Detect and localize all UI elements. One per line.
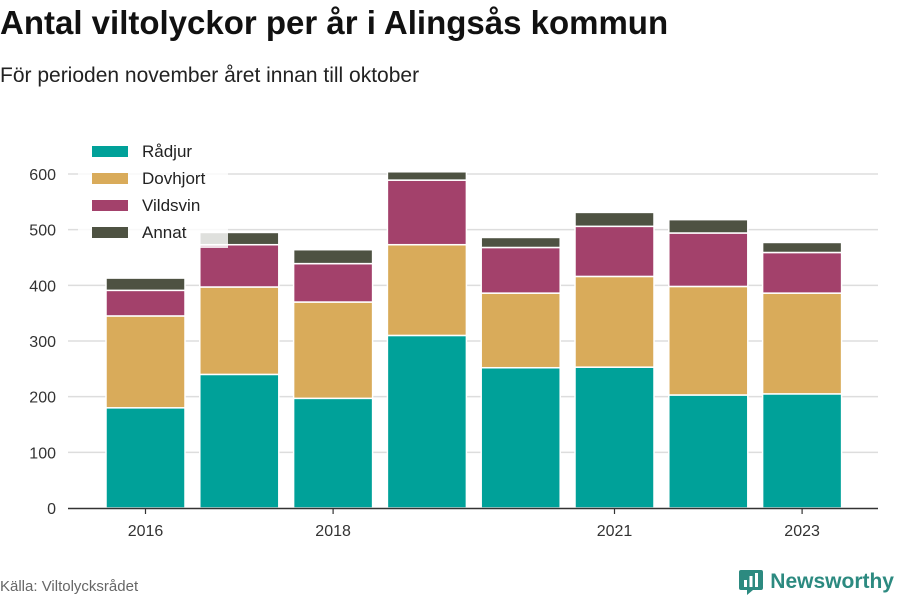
y-tick-label: 200 (29, 390, 56, 407)
source-note: Källa: Viltolycksrådet (0, 578, 139, 595)
x-tick-label: 2016 (128, 523, 164, 540)
bar-segment-rådjur-2019[interactable] (386, 334, 468, 509)
legend-swatch-annat (92, 227, 128, 238)
newsworthy-logo[interactable]: Newsworthy (738, 568, 894, 596)
bar-segment-dovhjort-2022[interactable] (668, 285, 749, 396)
bar-segment-vildsvin-2016[interactable] (105, 289, 186, 317)
bar-segment-annat-2022[interactable] (668, 218, 749, 234)
bar-segment-dovhjort-2019[interactable] (386, 243, 468, 337)
bar-segment-vildsvin-2020[interactable] (480, 246, 561, 294)
bar-segment-annat-2016[interactable] (105, 277, 186, 292)
legend-swatch-dovhjort (92, 173, 128, 184)
bar-segment-vildsvin-2023[interactable] (761, 251, 843, 294)
bar-segment-rådjur-2022[interactable] (668, 394, 749, 509)
x-tick-label: 2018 (315, 523, 351, 540)
brand-name: Newsworthy (770, 570, 894, 593)
y-tick-label: 400 (29, 278, 56, 295)
chart-subtitle: För perioden november året innan till ok… (0, 64, 420, 87)
legend-label-rådjur[interactable]: Rådjur (142, 142, 192, 161)
bar-segment-vildsvin-2018[interactable] (292, 262, 374, 303)
bar-segment-annat-2021[interactable] (574, 211, 655, 228)
chart-title: Antal viltolyckor per år i Alingsås komm… (0, 4, 669, 41)
bar-segment-rådjur-2018[interactable] (292, 397, 374, 509)
bar-segment-annat-2019[interactable] (386, 171, 468, 181)
legend-swatch-vildsvin (92, 200, 128, 211)
bar-segment-annat-2018[interactable] (292, 248, 374, 265)
bar-segment-dovhjort-2016[interactable] (105, 315, 186, 409)
y-tick-label: 500 (29, 223, 56, 240)
bar-segment-rådjur-2023[interactable] (761, 393, 843, 509)
bar-segment-dovhjort-2018[interactable] (292, 301, 374, 400)
bar-segment-dovhjort-2017[interactable] (199, 286, 280, 376)
bar-segment-annat-2020[interactable] (480, 236, 561, 249)
bar-segment-rådjur-2021[interactable] (574, 366, 655, 509)
legend-swatch-rådjur (92, 146, 128, 157)
bar-segment-rådjur-2016[interactable] (105, 407, 186, 509)
newsworthy-logo-icon (739, 570, 764, 595)
y-tick-label: 600 (29, 167, 56, 184)
bar-segment-dovhjort-2020[interactable] (480, 292, 561, 369)
bar-segment-dovhjort-2021[interactable] (574, 275, 655, 368)
bar-segment-vildsvin-2019[interactable] (386, 179, 468, 246)
y-tick-label: 300 (29, 334, 56, 351)
x-tick-label: 2021 (597, 523, 633, 540)
legend-label-dovhjort[interactable]: Dovhjort (142, 169, 206, 188)
bar-segment-dovhjort-2023[interactable] (761, 292, 843, 395)
y-tick-label: 100 (29, 445, 56, 462)
y-tick-label: 0 (47, 501, 56, 518)
bar-segment-vildsvin-2021[interactable] (574, 225, 655, 278)
bar-segment-rådjur-2020[interactable] (480, 366, 561, 509)
bar-segment-vildsvin-2017[interactable] (199, 243, 280, 288)
legend-label-annat[interactable]: Annat (142, 223, 187, 242)
legend-label-vildsvin[interactable]: Vildsvin (142, 196, 200, 215)
x-tick-label: 2023 (784, 523, 820, 540)
bar-segment-rådjur-2017[interactable] (199, 373, 280, 509)
bar-segment-vildsvin-2022[interactable] (668, 232, 749, 288)
bar-segment-annat-2023[interactable] (761, 241, 843, 254)
